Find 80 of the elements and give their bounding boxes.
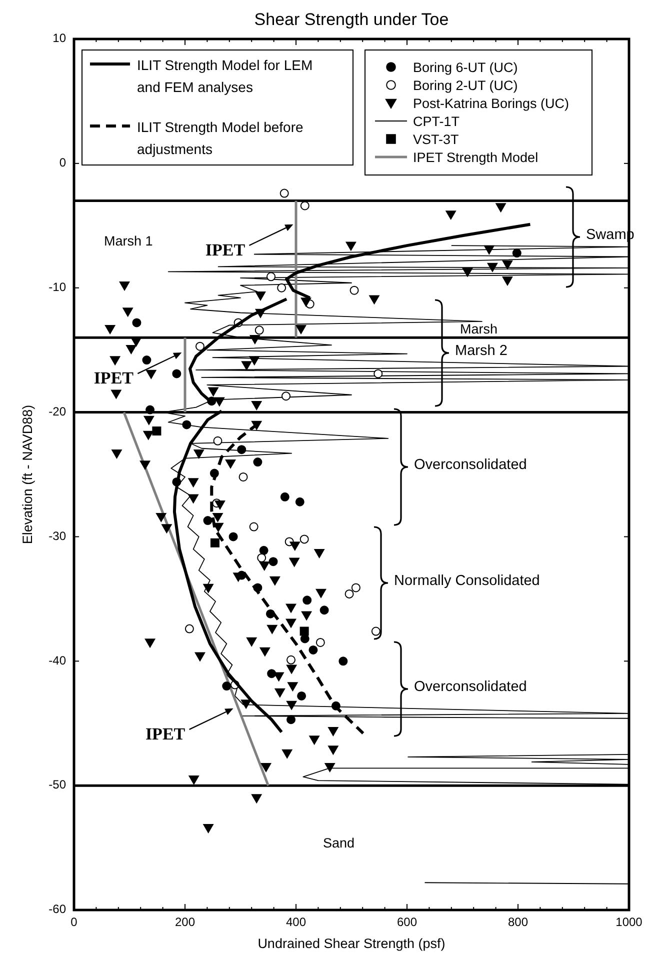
y-tick-label: -50	[48, 778, 66, 792]
annotation: IPET	[145, 724, 186, 744]
annotation: Normally Consolidated	[394, 572, 540, 589]
annotation: Overconsolidated	[414, 678, 527, 695]
y-tick-label: -30	[48, 528, 66, 543]
point	[282, 392, 291, 401]
annotation: Sand	[323, 836, 355, 851]
point	[374, 369, 383, 378]
point	[300, 201, 310, 210]
point	[253, 458, 262, 467]
x-tick-label: 600	[396, 915, 418, 929]
point	[297, 691, 306, 700]
y-tick-label: -20	[48, 404, 66, 418]
point	[132, 318, 142, 328]
point	[268, 557, 278, 566]
y-tick-label: -60	[48, 902, 66, 916]
x-tick-label: 1000	[616, 915, 643, 929]
x-tick-label: 400	[286, 915, 306, 929]
x-tick-label: 800	[508, 915, 528, 929]
legend-label: IPET Strength Model	[413, 150, 538, 165]
point	[195, 342, 204, 351]
point	[222, 682, 232, 691]
point	[295, 497, 304, 506]
point	[259, 546, 268, 555]
legend-label: Boring 6-UT (UC)	[413, 60, 518, 75]
legend-label: VST-3T	[413, 132, 459, 147]
point	[238, 472, 248, 482]
legend-label: Boring 2-UT (UC)	[413, 78, 518, 93]
point	[316, 638, 325, 647]
legend-label: ILIT Strength Model for LEM and FEM analyses	[137, 57, 313, 95]
legend-label: Post-Katrina Borings (UC)	[413, 96, 570, 111]
point	[267, 669, 276, 678]
annotation: IPET	[94, 368, 134, 388]
legend-label: ILIT Strength Model before adjustments	[137, 119, 304, 157]
y-axis-title: Elevation (ft - NAVD88)	[20, 404, 35, 544]
y-tick-label: -40	[48, 653, 66, 668]
point	[371, 626, 380, 636]
y-tick-label: 0	[59, 156, 66, 170]
point	[300, 626, 309, 636]
point	[280, 492, 290, 502]
annotation: Marsh	[460, 322, 498, 337]
point	[203, 516, 212, 526]
point	[228, 532, 238, 542]
chart-title: Shear Strength under Toe	[254, 10, 449, 29]
annotation: Overconsolidated	[414, 456, 527, 473]
point	[257, 553, 266, 562]
point	[286, 655, 296, 664]
point	[338, 656, 348, 666]
y-tick-label: -10	[48, 280, 66, 294]
point	[146, 405, 155, 414]
point	[350, 286, 359, 295]
point	[182, 420, 192, 430]
point	[300, 534, 309, 544]
legend-label: CPT-1T	[413, 114, 460, 129]
point	[184, 624, 194, 634]
annotation: Marsh 1	[104, 234, 153, 249]
x-axis-title: Undrained Shear Strength (psf)	[258, 936, 446, 951]
point	[308, 645, 318, 654]
point	[213, 436, 222, 446]
point	[266, 272, 276, 282]
x-tick-label: 200	[174, 915, 196, 929]
point	[286, 715, 296, 724]
point	[152, 426, 162, 436]
point	[210, 538, 220, 548]
point	[512, 248, 522, 258]
point	[320, 606, 329, 615]
annotation: IPET	[205, 240, 246, 260]
y-tick-label: 10	[52, 31, 66, 46]
point	[302, 596, 312, 605]
point	[142, 356, 152, 365]
point	[280, 188, 289, 198]
point	[351, 583, 360, 592]
point	[277, 283, 286, 292]
point	[249, 522, 258, 532]
point	[237, 445, 246, 454]
annotation: Marsh 2	[455, 342, 508, 359]
point	[172, 369, 182, 378]
point	[344, 589, 354, 598]
point	[254, 326, 264, 335]
x-tick-label: 0	[70, 915, 78, 929]
